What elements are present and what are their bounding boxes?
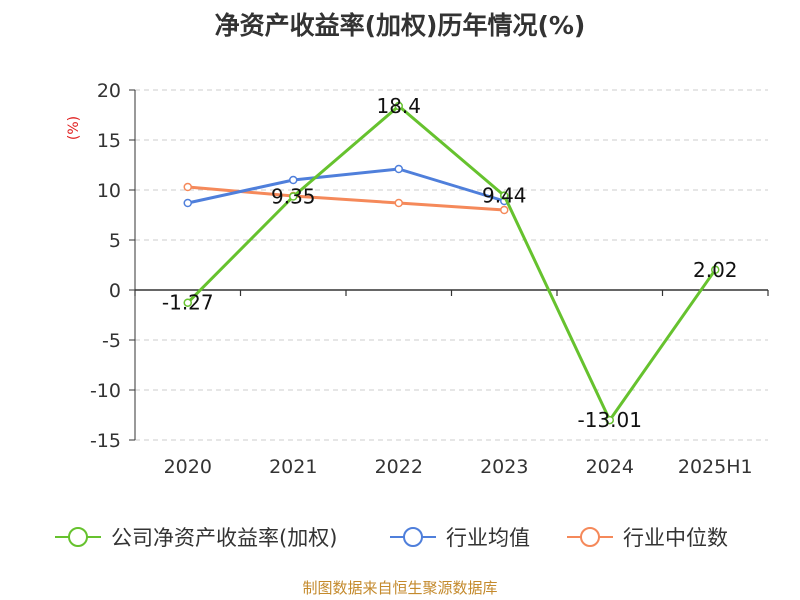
- data-label: 2.02: [693, 258, 738, 282]
- y-tick-label: -15: [90, 430, 121, 452]
- y-tick-label: 20: [97, 80, 121, 102]
- x-tick-label: 2021: [269, 456, 317, 478]
- legend-label: 行业中位数: [623, 526, 728, 550]
- y-tick-label: 5: [109, 230, 121, 252]
- y-tick-label: 10: [97, 180, 121, 202]
- legend-label: 公司净资产收益率(加权): [111, 526, 337, 550]
- series-line: [186, 104, 717, 422]
- y-tick-label: -5: [102, 330, 121, 352]
- data-point: [289, 192, 298, 201]
- data-point: [711, 265, 720, 275]
- x-tick-label: 2024: [586, 456, 634, 478]
- data-point: [183, 182, 192, 192]
- x-tick-label: 2020: [164, 456, 212, 478]
- legend-swatch-marker: [68, 527, 88, 547]
- data-point: [394, 101, 403, 111]
- data-label: 9.44: [482, 184, 527, 208]
- legend-label: 行业均值: [446, 526, 530, 550]
- y-tick-label: 0: [109, 280, 121, 302]
- data-label: 9.35: [271, 185, 316, 209]
- y-axis-label: (%): [66, 116, 82, 140]
- legend-swatch-marker: [403, 527, 423, 547]
- y-tick-label: 15: [97, 130, 121, 152]
- chart-title: 净资产收益率(加权)历年情况(%): [214, 11, 586, 40]
- y-tick-label: -10: [90, 380, 121, 402]
- data-label: -1.27: [162, 291, 214, 315]
- data-point: [289, 175, 298, 185]
- data-point: [394, 198, 403, 208]
- data-label: 18.4: [376, 94, 421, 118]
- x-tick-label: 2025H1: [678, 456, 753, 478]
- legend-swatch-marker: [580, 527, 600, 547]
- series-line: [187, 167, 505, 205]
- data-point: [183, 298, 192, 307]
- x-tick-label: 2022: [375, 456, 423, 478]
- data-point: [500, 191, 509, 200]
- data-point: [605, 415, 614, 425]
- data-point: [394, 164, 403, 174]
- data-source-note: 制图数据来自恒生聚源数据库: [302, 579, 498, 597]
- data-point: [500, 205, 509, 215]
- x-tick-label: 2023: [480, 456, 528, 478]
- data-label: -13.01: [578, 408, 642, 432]
- data-point: [183, 198, 192, 208]
